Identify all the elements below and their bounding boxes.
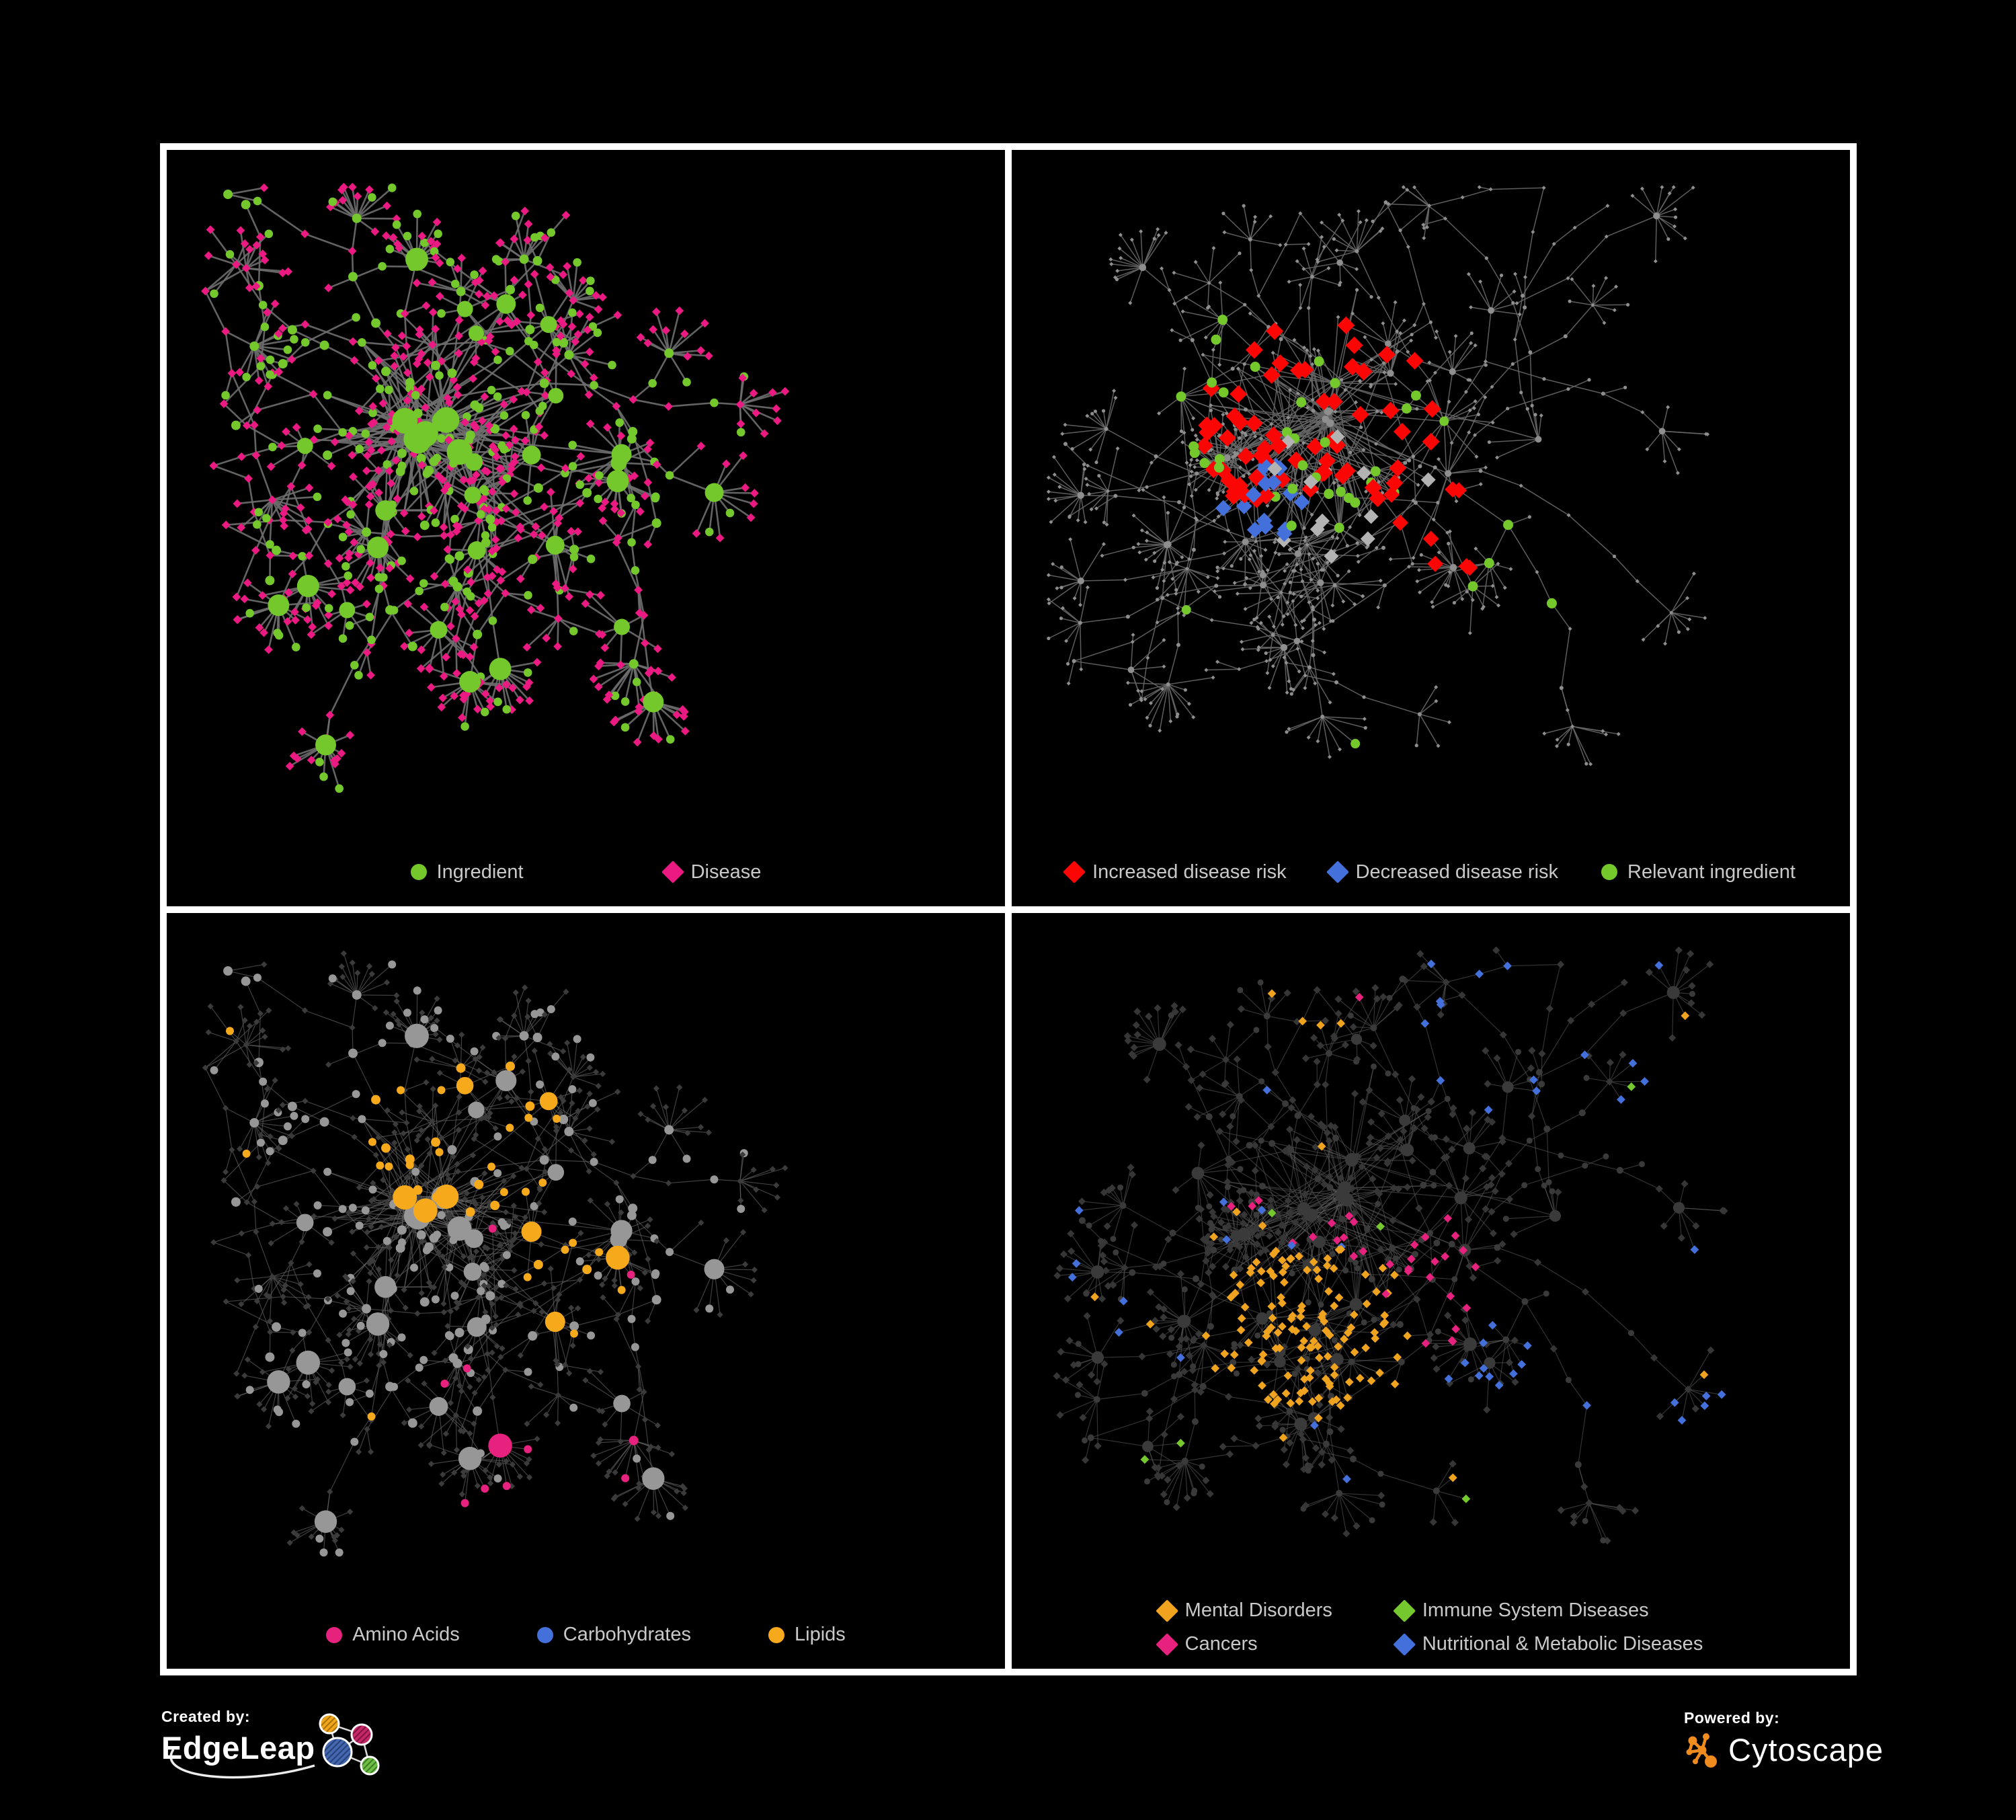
legend-label: Relevant ingredient [1627,861,1796,883]
legend-label: Decreased disease risk [1355,861,1559,883]
legend-item-relevant-ingredient: Relevant ingredient [1601,861,1796,883]
legend-label: Cancers [1184,1633,1258,1655]
disease-diamond-icon [661,861,684,883]
panel-ingredient-disease: Ingredient Disease [167,150,1005,906]
legend-item-ingredient: Ingredient [410,861,524,883]
immune-diseases-diamond-icon [1392,1599,1416,1622]
cytoscape-logo: Powered by: [1684,1709,1884,1768]
panel-grid: Ingredient Disease Increased disease ris… [160,143,1857,1675]
legend-label: Carbohydrates [563,1624,691,1645]
network-ingredient-disease [201,182,790,793]
legend-label: Lipids [795,1624,846,1645]
network-nutrient-classes [202,949,789,1556]
legend-label: Amino Acids [352,1624,460,1645]
legend-item-carbohydrates: Carbohydrates [536,1624,691,1646]
cancers-diamond-icon [1155,1632,1178,1656]
mental-disorders-diamond-icon [1155,1599,1178,1622]
powered-by-label: Powered by: [1684,1709,1780,1727]
carbohydrates-circle-icon [536,1626,553,1643]
legend-item-disease: Disease [661,861,762,883]
legend-item-amino-acids: Amino Acids [326,1624,460,1646]
panel-disease-categories: Mental Disorders Immune System Diseases … [1012,912,1850,1669]
legend-item-nutritional-metabolic: Nutritional & Metabolic Diseases [1392,1632,1703,1656]
lipids-circle-icon [768,1626,784,1643]
legend-label: Increased disease risk [1092,861,1287,883]
legend-item-increased-risk: Increased disease risk [1063,861,1287,883]
decreased-risk-diamond-icon [1326,861,1349,883]
legend-disease-risk: Increased disease risk Decreased disease… [1012,861,1850,883]
edgeleap-logo: Created by: EdgeLeap [161,1708,403,1795]
legend-label: Immune System Diseases [1422,1599,1649,1621]
edgeleap-wordmark: EdgeLeap [161,1730,315,1766]
amino-acids-circle-icon [326,1626,343,1643]
network-disease-risk [1046,185,1710,766]
cytoscape-wordmark: Cytoscape [1728,1732,1884,1768]
legend-item-lipids: Lipids [768,1624,846,1646]
legend-label: Ingredient [436,861,524,883]
created-by-label: Created by: [161,1708,251,1725]
legend-nutrient-classes: Amino Acids Carbohydrates Lipids [167,1624,1005,1646]
nutritional-metabolic-diamond-icon [1392,1632,1416,1656]
network-disease-categories [1053,946,1728,1544]
cytoscape-logo-icon [1686,1733,1717,1768]
legend-label: Mental Disorders [1184,1599,1332,1621]
increased-risk-diamond-icon [1063,861,1086,883]
legend-item-mental-disorders: Mental Disorders [1155,1599,1332,1622]
legend-item-cancers: Cancers [1155,1632,1332,1656]
legend-ingredient-disease: Ingredient Disease [167,861,1005,883]
relevant-ingredient-circle-icon [1601,864,1618,880]
panel-disease-risk: Increased disease risk Decreased disease… [1012,150,1850,906]
legend-label: Disease [690,861,762,883]
legend-label: Nutritional & Metabolic Diseases [1422,1633,1703,1655]
edgeleap-logo-icon [169,1713,380,1779]
legend-disease-categories: Mental Disorders Immune System Diseases … [1155,1599,1703,1656]
ingredient-circle-icon [410,864,427,880]
panel-nutrient-classes: Amino Acids Carbohydrates Lipids [167,912,1005,1669]
legend-item-decreased-risk: Decreased disease risk [1326,861,1559,883]
legend-item-immune-diseases: Immune System Diseases [1392,1599,1703,1622]
